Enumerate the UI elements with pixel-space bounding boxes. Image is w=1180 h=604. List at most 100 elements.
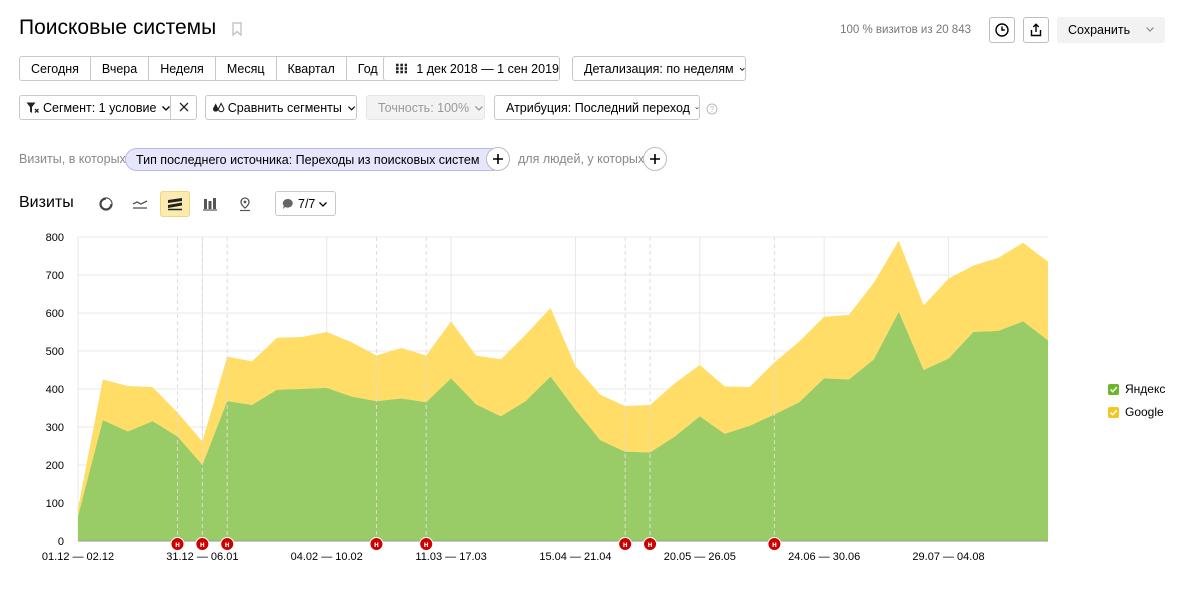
period-today[interactable]: Сегодня <box>20 57 91 80</box>
x-tick-label: 04.02 — 10.02 <box>291 551 363 563</box>
y-tick-label: 300 <box>46 422 64 434</box>
svg-text:?: ? <box>710 105 715 114</box>
segment-label: Сегмент: 1 условие <box>43 100 157 115</box>
plus-icon <box>650 154 660 164</box>
x-tick-label: 20.05 — 26.05 <box>664 551 736 563</box>
save-button[interactable]: Сохранить <box>1057 17 1165 43</box>
segment-button[interactable]: Сегмент: 1 условие <box>19 95 197 120</box>
svg-text:н: н <box>772 540 777 549</box>
y-tick-label: 100 <box>46 498 64 510</box>
svg-text:н: н <box>623 540 628 549</box>
x-tick-label: 11.03 — 17.03 <box>415 551 486 563</box>
chevron-down-icon <box>695 106 699 109</box>
stacked-area-chart: 0 100 200 300 400 500 600 700 800 01.12 — 02.12 31… <box>42 232 1048 563</box>
detail-select[interactable]: Детализация: по неделям <box>572 56 746 81</box>
stacked-area-chart-button[interactable] <box>160 191 190 217</box>
comment-icon <box>282 198 293 209</box>
filter-icon <box>26 102 39 113</box>
condition-chip-label: Тип последнего источника: Переходы из по… <box>136 152 480 167</box>
date-range-button[interactable]: 1 дек 2018 — 1 сен 2019 <box>383 56 560 81</box>
annotation-marker[interactable]: н <box>220 537 235 551</box>
annotation-marker[interactable]: н <box>618 537 633 551</box>
period-presets: Сегодня Вчера Неделя Месяц Квартал Год <box>19 56 390 81</box>
add-visit-condition-button[interactable] <box>486 147 510 171</box>
export-button[interactable] <box>1023 17 1049 43</box>
add-people-condition-button[interactable] <box>643 147 667 171</box>
help-icon[interactable]: ? <box>706 103 718 115</box>
svg-text:н: н <box>648 540 653 549</box>
period-week[interactable]: Неделя <box>149 57 216 80</box>
share-icon <box>1030 23 1042 37</box>
series-area-google <box>78 240 1048 517</box>
legend-item-google[interactable]: Google <box>1108 405 1164 419</box>
save-label: Сохранить <box>1068 23 1131 37</box>
annotation-marker[interactable]: н <box>195 537 210 551</box>
period-year[interactable]: Год <box>357 61 378 76</box>
period-month[interactable]: Месяц <box>216 57 277 80</box>
visits-info: 100 % визитов из 20 843 <box>840 24 971 36</box>
checkbox-icon <box>1108 383 1119 395</box>
x-tick-label: 31.12 — 06.01 <box>166 551 238 563</box>
accuracy-label: Точность: 100% <box>378 100 470 115</box>
svg-text:н: н <box>175 540 180 549</box>
chevron-down-icon <box>739 67 745 71</box>
x-tick-label: 24.06 — 30.06 <box>788 551 860 563</box>
svg-text:н: н <box>200 540 205 549</box>
pie-chart-icon <box>99 197 113 211</box>
period-quarter[interactable]: Квартал <box>277 57 347 80</box>
annotations-button[interactable]: 7/7 <box>275 191 336 216</box>
y-tick-label: 400 <box>46 384 64 396</box>
date-range-label: 1 дек 2018 — 1 сен 2019 <box>416 61 559 76</box>
calendar-icon <box>396 63 408 74</box>
chevron-down-icon <box>162 105 171 111</box>
y-tick-label: 800 <box>46 232 64 244</box>
annotation-marker[interactable]: н <box>419 537 434 551</box>
bookmark-icon[interactable] <box>232 22 242 36</box>
chevron-down-icon <box>1146 27 1154 32</box>
svg-text:н: н <box>374 540 379 549</box>
bar-chart-button[interactable] <box>198 192 222 216</box>
legend-label: Яндекс <box>1125 382 1166 396</box>
svg-text:н: н <box>424 540 429 549</box>
x-tick-label: 01.12 — 02.12 <box>42 551 114 563</box>
history-button[interactable] <box>989 17 1015 43</box>
svg-text:н: н <box>225 540 230 549</box>
y-tick-label: 200 <box>46 460 64 472</box>
chevron-down-icon <box>475 105 483 111</box>
annotation-marker[interactable]: н <box>170 537 185 551</box>
attribution-label: Атрибуция: Последний переход <box>506 100 690 115</box>
annotation-marker[interactable]: н <box>767 537 782 551</box>
chevron-down-icon <box>347 105 356 111</box>
close-icon[interactable] <box>179 102 189 112</box>
x-tick-label: 29.07 — 04.08 <box>912 551 984 563</box>
compare-segments-button[interactable]: Сравнить сегменты <box>205 95 357 120</box>
map-button[interactable] <box>233 192 257 216</box>
detail-label: Детализация: по неделям <box>584 61 734 76</box>
compare-icon <box>212 101 225 112</box>
y-tick-label: 500 <box>46 346 64 358</box>
period-yesterday[interactable]: Вчера <box>91 57 150 80</box>
chevron-down-icon <box>319 201 328 207</box>
clock-icon <box>995 23 1009 37</box>
line-chart-button[interactable] <box>128 192 152 216</box>
visits-condition-label: Визиты, в которых <box>19 152 126 166</box>
compare-label: Сравнить сегменты <box>227 100 342 115</box>
chart-title: Визиты <box>19 194 74 211</box>
people-condition-label: для людей, у которых <box>518 152 645 166</box>
legend-item-yandex[interactable]: Яндекс <box>1108 382 1165 396</box>
annotation-marker[interactable]: н <box>643 537 658 551</box>
annotations-count: 7/7 <box>298 196 316 211</box>
x-tick-label: 15.04 — 21.04 <box>539 551 611 563</box>
checkbox-icon <box>1108 406 1119 418</box>
series-area-yandex <box>78 311 1048 541</box>
bar-chart-icon <box>203 198 217 211</box>
accuracy-select[interactable]: Точность: 100% <box>366 95 485 120</box>
condition-chip[interactable]: Тип последнего источника: Переходы из по… <box>125 148 505 171</box>
attribution-select[interactable]: Атрибуция: Последний переход <box>494 95 700 120</box>
stacked-area-icon <box>168 198 182 211</box>
y-tick-label: 600 <box>46 308 64 320</box>
pie-chart-button[interactable] <box>94 192 118 216</box>
page-title: Поисковые системы <box>19 16 217 39</box>
annotation-marker[interactable]: н <box>369 537 384 551</box>
line-chart-icon <box>132 200 148 209</box>
